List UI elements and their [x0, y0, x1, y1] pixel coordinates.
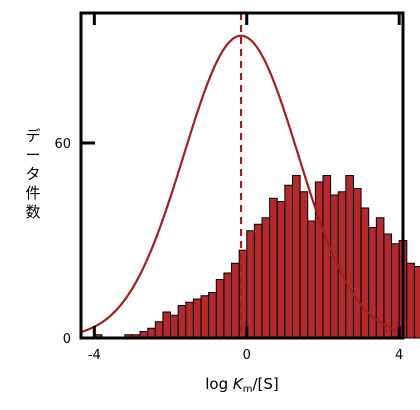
histogram-bar	[231, 262, 240, 339]
histogram-bar	[177, 305, 187, 339]
y-tick-label: 60	[54, 137, 71, 152]
y-axis-label-char: 数	[25, 203, 40, 221]
histogram-bar	[368, 227, 377, 339]
histogram-bar	[383, 233, 393, 339]
histogram-bar	[154, 321, 164, 339]
histogram-bar	[215, 279, 225, 339]
y-axis-label-char: 件	[25, 184, 40, 202]
histogram-bar	[314, 181, 324, 339]
y-axis-label-char: ー	[25, 146, 40, 164]
bars-group	[93, 175, 420, 339]
histogram-bar	[413, 266, 420, 339]
histogram-bar	[307, 220, 316, 339]
histogram-bar	[261, 217, 271, 339]
histogram-bar	[223, 272, 233, 339]
y-axis-label-char: デ	[25, 127, 40, 145]
histogram-bar	[253, 223, 263, 339]
histogram-bar	[337, 191, 347, 339]
histogram-bar	[360, 207, 370, 339]
histogram-bar	[208, 292, 217, 339]
histogram-bar	[170, 314, 179, 339]
y-axis-label-char: タ	[25, 165, 40, 183]
histogram-bar	[269, 197, 278, 339]
histogram-bar	[192, 298, 202, 339]
histogram-bar	[391, 243, 400, 339]
plot-frame	[79, 11, 405, 340]
histogram-bar	[352, 188, 362, 339]
histogram-bar	[200, 295, 210, 339]
histogram-bar	[322, 175, 332, 339]
histogram-bar	[246, 230, 255, 339]
x-tick-label: -4	[88, 348, 101, 363]
histogram-bar	[284, 184, 293, 339]
histogram-bar	[406, 262, 415, 339]
histogram-bar	[276, 201, 286, 339]
axis-ticks: -4 0 4 0 60	[54, 13, 403, 363]
x-axis-label: log Km/[S]	[205, 375, 279, 395]
gaussian-curve	[80, 34, 404, 334]
histogram-bar	[345, 175, 354, 339]
histogram-bar	[185, 301, 194, 339]
histogram-bar	[291, 175, 301, 339]
histogram-bar	[299, 191, 309, 339]
y-tick-label: 0	[63, 332, 71, 347]
histogram-bar	[162, 311, 172, 339]
x-tick-label: 4	[395, 348, 403, 363]
x-tick-label: 0	[243, 348, 251, 363]
